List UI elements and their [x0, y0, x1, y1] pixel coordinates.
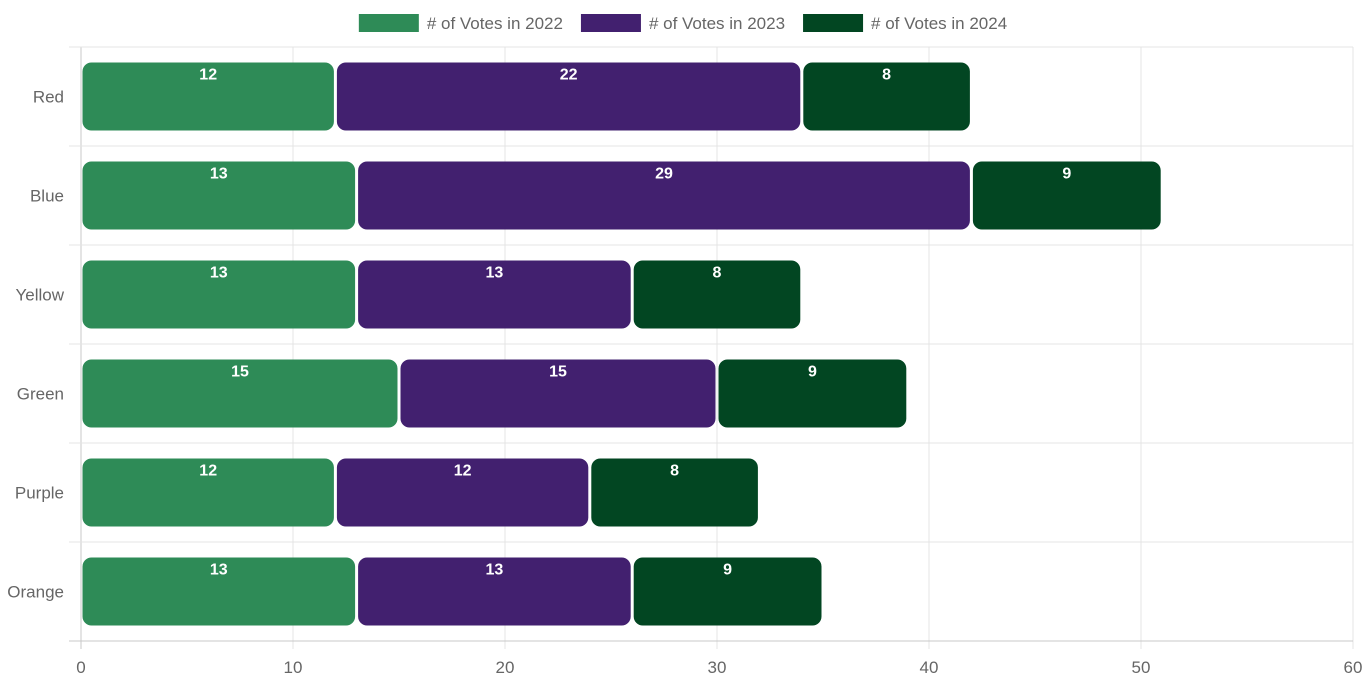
y-tick-label-blue: Blue	[30, 187, 64, 206]
legend-swatch	[358, 14, 419, 32]
bar-yellow-series-3[interactable]	[633, 260, 801, 329]
bar-red-series-3[interactable]	[803, 62, 970, 131]
x-tick-label: 60	[1344, 658, 1363, 677]
data-label-yellow-series-2: 13	[486, 265, 504, 282]
data-label-purple-series-1: 12	[199, 463, 217, 480]
bar-orange-series-3[interactable]	[633, 557, 822, 626]
bars	[82, 62, 1161, 626]
legend-swatch	[580, 14, 641, 32]
data-label-red-series-3: 8	[882, 67, 891, 84]
y-tick-label-yellow: Yellow	[15, 286, 64, 305]
bar-orange-series-1[interactable]	[82, 557, 356, 626]
bar-green-series-1[interactable]	[82, 359, 398, 428]
data-label-blue-series-3: 9	[1062, 166, 1071, 183]
grid-lines	[69, 46, 1354, 649]
legend-label: # of Votes in 2023	[649, 14, 785, 33]
data-labels: 12 22 8 13 29 9 13 13 8 15 15 9 12 12 8 13 13 9	[199, 67, 1071, 579]
bar-purple-series-3[interactable]	[591, 458, 758, 527]
y-tick-label-purple: Purple	[15, 484, 64, 503]
x-tick-label: 40	[920, 658, 939, 677]
data-label-yellow-series-3: 8	[713, 265, 722, 282]
x-tick-label: 0	[76, 658, 85, 677]
y-axis-ticks: Red Blue Yellow Green Purple Orange	[7, 88, 64, 602]
bar-red-series-1[interactable]	[82, 62, 334, 131]
bar-red-series-2[interactable]	[336, 62, 801, 131]
data-label-green-series-3: 9	[808, 364, 817, 381]
data-label-green-series-1: 15	[231, 364, 249, 381]
x-tick-label: 30	[708, 658, 727, 677]
bar-orange-series-2[interactable]	[358, 557, 631, 626]
legend-item-2[interactable]: # of Votes in 2023	[580, 14, 785, 33]
data-label-orange-series-2: 13	[486, 562, 504, 579]
data-label-purple-series-3: 8	[670, 463, 679, 480]
bar-blue-series-2[interactable]	[358, 161, 970, 230]
x-tick-label: 10	[284, 658, 303, 677]
bar-yellow-series-2[interactable]	[358, 260, 631, 329]
bar-purple-series-2[interactable]	[336, 458, 589, 527]
legend: # of Votes in 2022 # of Votes in 2023 # of…	[358, 14, 1007, 33]
data-label-blue-series-2: 29	[655, 166, 673, 183]
data-label-purple-series-2: 12	[454, 463, 472, 480]
y-tick-label-red: Red	[33, 88, 64, 107]
legend-label: # of Votes in 2022	[427, 14, 563, 33]
x-tick-label: 50	[1132, 658, 1151, 677]
x-axis-ticks: 0 10 20 30 40 50 60	[76, 658, 1362, 677]
legend-swatch	[803, 14, 864, 32]
data-label-yellow-series-1: 13	[210, 265, 228, 282]
legend-label: # of Votes in 2024	[871, 14, 1007, 33]
data-label-orange-series-1: 13	[210, 562, 228, 579]
data-label-blue-series-1: 13	[210, 166, 228, 183]
bar-yellow-series-1[interactable]	[82, 260, 356, 329]
legend-item-3[interactable]: # of Votes in 2024	[803, 14, 1007, 33]
y-tick-label-green: Green	[17, 385, 64, 404]
y-tick-label-orange: Orange	[7, 583, 64, 602]
bar-blue-series-1[interactable]	[82, 161, 356, 230]
data-label-red-series-2: 22	[560, 67, 578, 84]
legend-item-1[interactable]: # of Votes in 2022	[358, 14, 563, 33]
data-label-red-series-1: 12	[199, 67, 217, 84]
data-label-orange-series-3: 9	[723, 562, 732, 579]
bar-blue-series-3[interactable]	[972, 161, 1161, 230]
bar-green-series-2[interactable]	[400, 359, 716, 428]
bar-green-series-3[interactable]	[718, 359, 907, 428]
data-label-green-series-2: 15	[549, 364, 567, 381]
x-tick-label: 20	[496, 658, 515, 677]
bar-purple-series-1[interactable]	[82, 458, 334, 527]
